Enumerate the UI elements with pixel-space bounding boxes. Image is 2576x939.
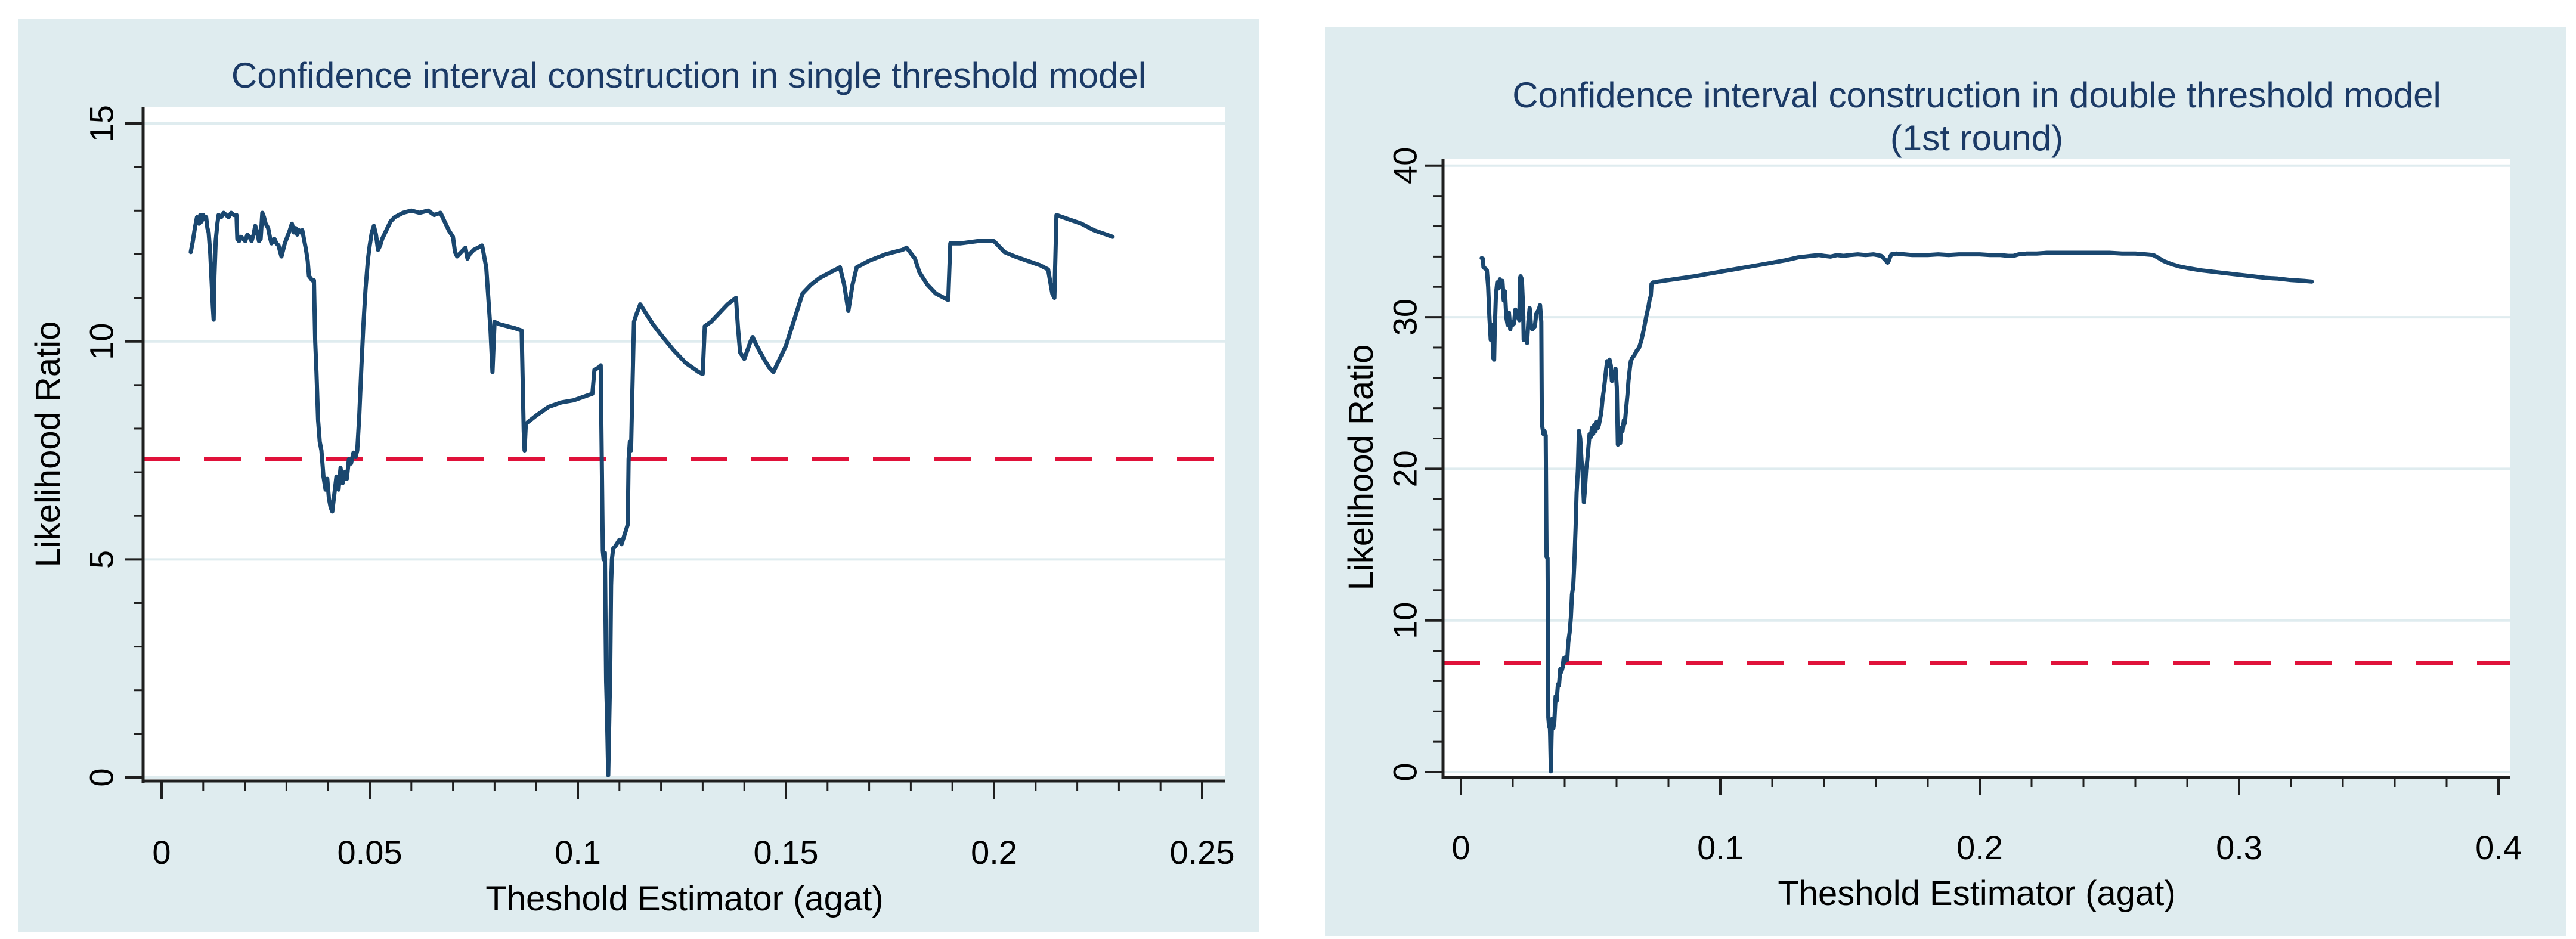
right-chart-subtitle: (1st round) [1890, 118, 2063, 158]
x-tick-label: 0 [152, 833, 171, 871]
x-tick-label: 0.05 [338, 833, 402, 871]
plot-graphics: 0 0.05 0.1 0.15 0.2 0.25 0 5 10 15 0 0.1 0.2 0.3 0.4 0 1… [18, 19, 2566, 936]
y-tick-label: 0 [1386, 763, 1424, 781]
right-chart-title: Confidence interval construction in doub… [1512, 75, 2441, 115]
left-chart-title: Confidence interval construction in sing… [231, 55, 1146, 95]
left-y-axis-title: Likelihood Ratio [29, 321, 67, 568]
x-tick-label: 0.2 [971, 833, 1017, 871]
x-tick-label: 0.15 [754, 833, 819, 871]
right-x-axis-title: Theshold Estimator (agat) [1778, 874, 2175, 913]
x-tick-label: 0.3 [2216, 829, 2262, 866]
x-tick-label: 0.1 [555, 833, 601, 871]
likelihood-ratio-line [188, 208, 1115, 777]
y-tick-label: 20 [1386, 450, 1424, 487]
y-tick-label: 30 [1386, 299, 1424, 336]
x-tick-label: 0.4 [2475, 829, 2522, 866]
right-y-axis-title: Likelihood Ratio [1342, 345, 1380, 591]
plot-area [143, 107, 1225, 781]
y-tick-label: 5 [82, 550, 120, 569]
left-x-axis-title: Theshold Estimator (agat) [485, 879, 883, 918]
y-tick-label: 15 [82, 105, 120, 142]
y-tick-label: 40 [1386, 147, 1424, 184]
y-tick-label: 10 [83, 323, 120, 360]
likelihood-ratio-line [1479, 250, 2314, 774]
x-tick-label: 0 [1451, 829, 1470, 866]
x-tick-label: 0.2 [1956, 829, 2003, 866]
y-tick-label: 10 [1386, 602, 1424, 639]
y-tick-label: 0 [83, 768, 120, 786]
x-tick-label: 0.1 [1697, 829, 1744, 866]
x-tick-label: 0.25 [1170, 833, 1235, 871]
